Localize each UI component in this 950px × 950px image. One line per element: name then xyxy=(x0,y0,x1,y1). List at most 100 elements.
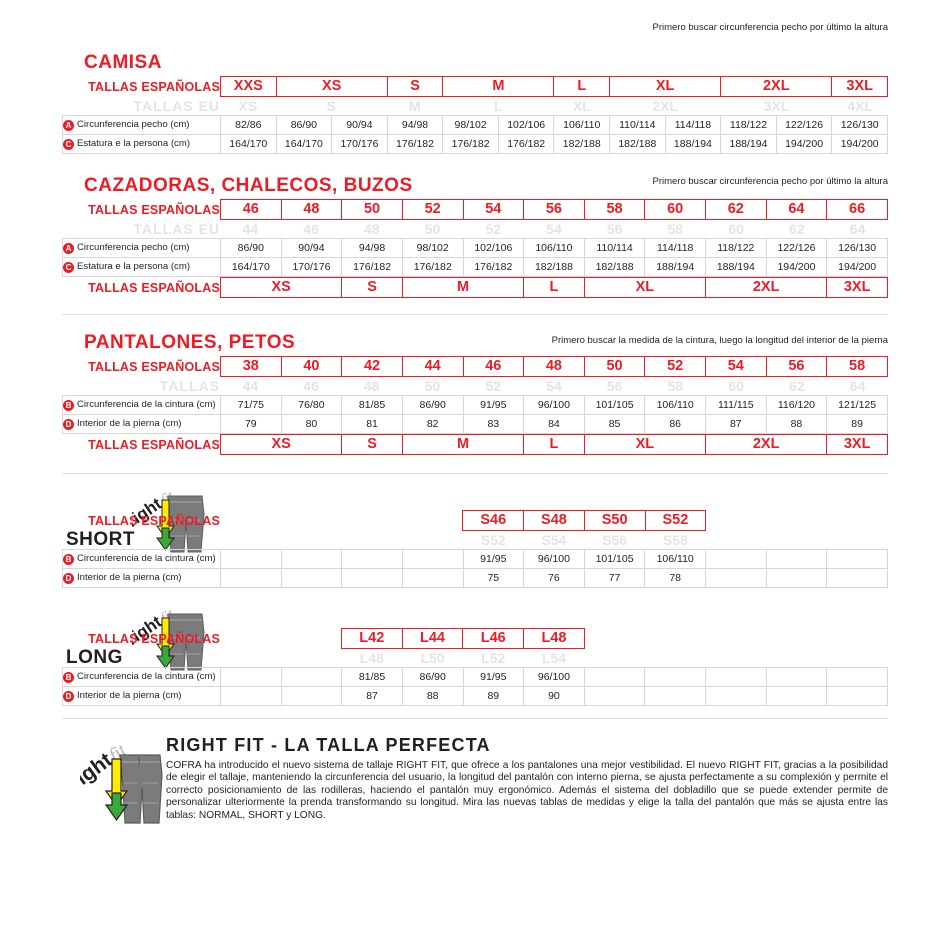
empty-cell xyxy=(706,649,767,667)
pantalones-es-size[interactable]: 46 xyxy=(462,356,525,377)
long-es-size[interactable]: L42 xyxy=(340,628,403,649)
empty-cell xyxy=(341,568,403,588)
pantalones-es-size[interactable]: 52 xyxy=(644,356,706,377)
measure-value: 91/95 xyxy=(462,667,525,687)
pantalones-es-size[interactable]: 38 xyxy=(220,356,282,377)
measure-value: 98/102 xyxy=(401,238,464,258)
long-table-wrap: TALLAS ESPAÑOLAS L42 L44 L46 L48 L48 L50 L52 L… xyxy=(62,628,888,706)
cazadoras-eu-size: 54 xyxy=(546,221,562,237)
cazadoras-es-size[interactable]: 58 xyxy=(583,199,646,220)
long-eu-size: L48 xyxy=(359,650,384,666)
cazadoras-es-size[interactable]: 48 xyxy=(280,199,343,220)
long-es-size[interactable]: L44 xyxy=(401,628,464,649)
cazadoras-es-size[interactable]: 46 xyxy=(220,199,282,220)
empty-cell xyxy=(766,649,827,667)
badge-a-icon: A xyxy=(63,120,74,131)
measure-label-text: Estatura e la persona (cm) xyxy=(77,261,191,272)
cazadoras-es-size[interactable]: 60 xyxy=(644,199,706,220)
pantalones-measure-table: B Circunferencia de la cintura (cm) 71/75 7… xyxy=(62,395,888,434)
cazadoras-footer-size[interactable]: 3XL xyxy=(826,277,888,298)
empty-cell xyxy=(705,568,767,588)
camisa-es-size[interactable]: L xyxy=(553,76,611,97)
table-row: D Interior de la pierna (cm) 75 76 77 78 xyxy=(62,568,888,588)
camisa-es-size[interactable]: XL xyxy=(609,76,722,97)
pantalones-footer-size[interactable]: XS xyxy=(219,434,343,455)
cazadoras-es-size[interactable]: 66 xyxy=(826,199,888,220)
cazadoras-es-size[interactable]: 54 xyxy=(462,199,525,220)
cazadoras-es-size[interactable]: 62 xyxy=(705,199,767,220)
pantalones-footer-size[interactable]: XL xyxy=(583,434,707,455)
camisa-eu-size: 4XL xyxy=(847,98,873,114)
cazadoras-footer-size[interactable]: L xyxy=(523,277,585,298)
pantalones-footer-size[interactable]: L xyxy=(523,434,585,455)
long-es-label: TALLAS ESPAÑOLAS xyxy=(88,631,220,646)
measure-value: 86/90 xyxy=(401,667,464,687)
camisa-es-size[interactable]: M xyxy=(442,76,555,97)
camisa-es-size[interactable]: XXS xyxy=(220,76,277,97)
measure-value: 96/100 xyxy=(523,549,585,569)
measure-value: 118/122 xyxy=(705,238,767,258)
measure-label-text: Interior de la pierna (cm) xyxy=(77,418,182,429)
short-es-size[interactable]: S46 xyxy=(462,510,525,531)
camisa-es-size[interactable]: XS xyxy=(275,76,388,97)
measure-value: 122/126 xyxy=(775,115,833,135)
measure-label-text: Circunferencia de la cintura (cm) xyxy=(77,399,216,410)
cazadoras-footer-size[interactable]: S xyxy=(341,277,403,298)
pantalones-es-size[interactable]: 58 xyxy=(826,356,888,377)
pantalones-es-size[interactable]: 48 xyxy=(523,356,585,377)
empty-cell xyxy=(220,568,282,588)
long-es-size[interactable]: L48 xyxy=(523,628,585,649)
pantalones-es-size[interactable]: 42 xyxy=(341,356,403,377)
pantalones-es-size[interactable]: 50 xyxy=(583,356,646,377)
camisa-es-size[interactable]: S xyxy=(386,76,444,97)
pantalones-es-size[interactable]: 56 xyxy=(765,356,828,377)
long-name: LONG xyxy=(66,647,123,668)
measure-value: 82/86 xyxy=(220,115,277,135)
cazadoras-footer-size[interactable]: M xyxy=(401,277,525,298)
pantalones-es-size[interactable]: 44 xyxy=(401,356,464,377)
measure-value: 194/200 xyxy=(765,257,828,277)
cazadoras-footer-size[interactable]: XL xyxy=(583,277,707,298)
pantalones-footer-size[interactable]: 3XL xyxy=(826,434,888,455)
measure-value: 91/95 xyxy=(462,395,525,415)
measure-value: 126/130 xyxy=(831,115,888,135)
pantalones-es-size[interactable]: 54 xyxy=(705,356,767,377)
empty-cell xyxy=(705,686,767,706)
table-row: A Circunferencia pecho (cm) 86/90 90/94 94/9… xyxy=(62,238,888,258)
short-es-size[interactable]: S50 xyxy=(583,510,646,531)
empty-cell xyxy=(401,549,464,569)
short-es-size[interactable]: S52 xyxy=(644,510,707,531)
pantalones-eu-size: 54 xyxy=(546,378,562,394)
measure-label-text: Circunferencia pecho (cm) xyxy=(77,242,190,253)
measure-label-text: Circunferencia pecho (cm) xyxy=(77,119,190,130)
camisa-es-row: TALLAS ESPAÑOLAS XXS XS S M L XL 2XL 3XL xyxy=(62,76,888,97)
camisa-eu-size: 2XL xyxy=(652,98,679,114)
pantalones-footer-size[interactable]: 2XL xyxy=(704,434,828,455)
cazadoras-footer-size[interactable]: 2XL xyxy=(704,277,828,298)
measure-value: 78 xyxy=(644,568,706,588)
measure-value: 84 xyxy=(523,414,585,434)
cazadoras-es-size[interactable]: 56 xyxy=(523,199,585,220)
camisa-eu-size: XL xyxy=(572,98,591,114)
table-row: B Circunferencia de la cintura (cm) 71/75 7… xyxy=(62,395,888,415)
camisa-es-size[interactable]: 2XL xyxy=(720,76,833,97)
cazadoras-es-size[interactable]: 50 xyxy=(341,199,403,220)
empty-cell xyxy=(280,549,343,569)
cazadoras-footer-size[interactable]: XS xyxy=(219,277,343,298)
long-es-size[interactable]: L46 xyxy=(462,628,525,649)
short-es-size[interactable]: S48 xyxy=(523,510,585,531)
badge-c-icon: C xyxy=(63,262,74,273)
pantalones-footer-size[interactable]: S xyxy=(341,434,403,455)
table-row: C Estatura e la persona (cm) 164/170 170/17… xyxy=(62,257,888,277)
pantalones-es-size[interactable]: 40 xyxy=(280,356,343,377)
cazadoras-es-size[interactable]: 52 xyxy=(401,199,464,220)
camisa-es-size[interactable]: 3XL xyxy=(831,76,888,97)
measure-value: 77 xyxy=(583,568,646,588)
camisa-es-label: TALLAS ESPAÑOLAS xyxy=(88,79,220,94)
short-header-table: TALLAS ESPAÑOLAS S46 S48 S50 S52 S52 S54 S56 S… xyxy=(62,510,888,549)
empty-cell xyxy=(644,686,706,706)
pantalones-footer-size[interactable]: M xyxy=(401,434,525,455)
measure-label: A Circunferencia pecho (cm) xyxy=(62,115,221,135)
cazadoras-es-size[interactable]: 64 xyxy=(765,199,828,220)
empty-cell xyxy=(341,549,403,569)
